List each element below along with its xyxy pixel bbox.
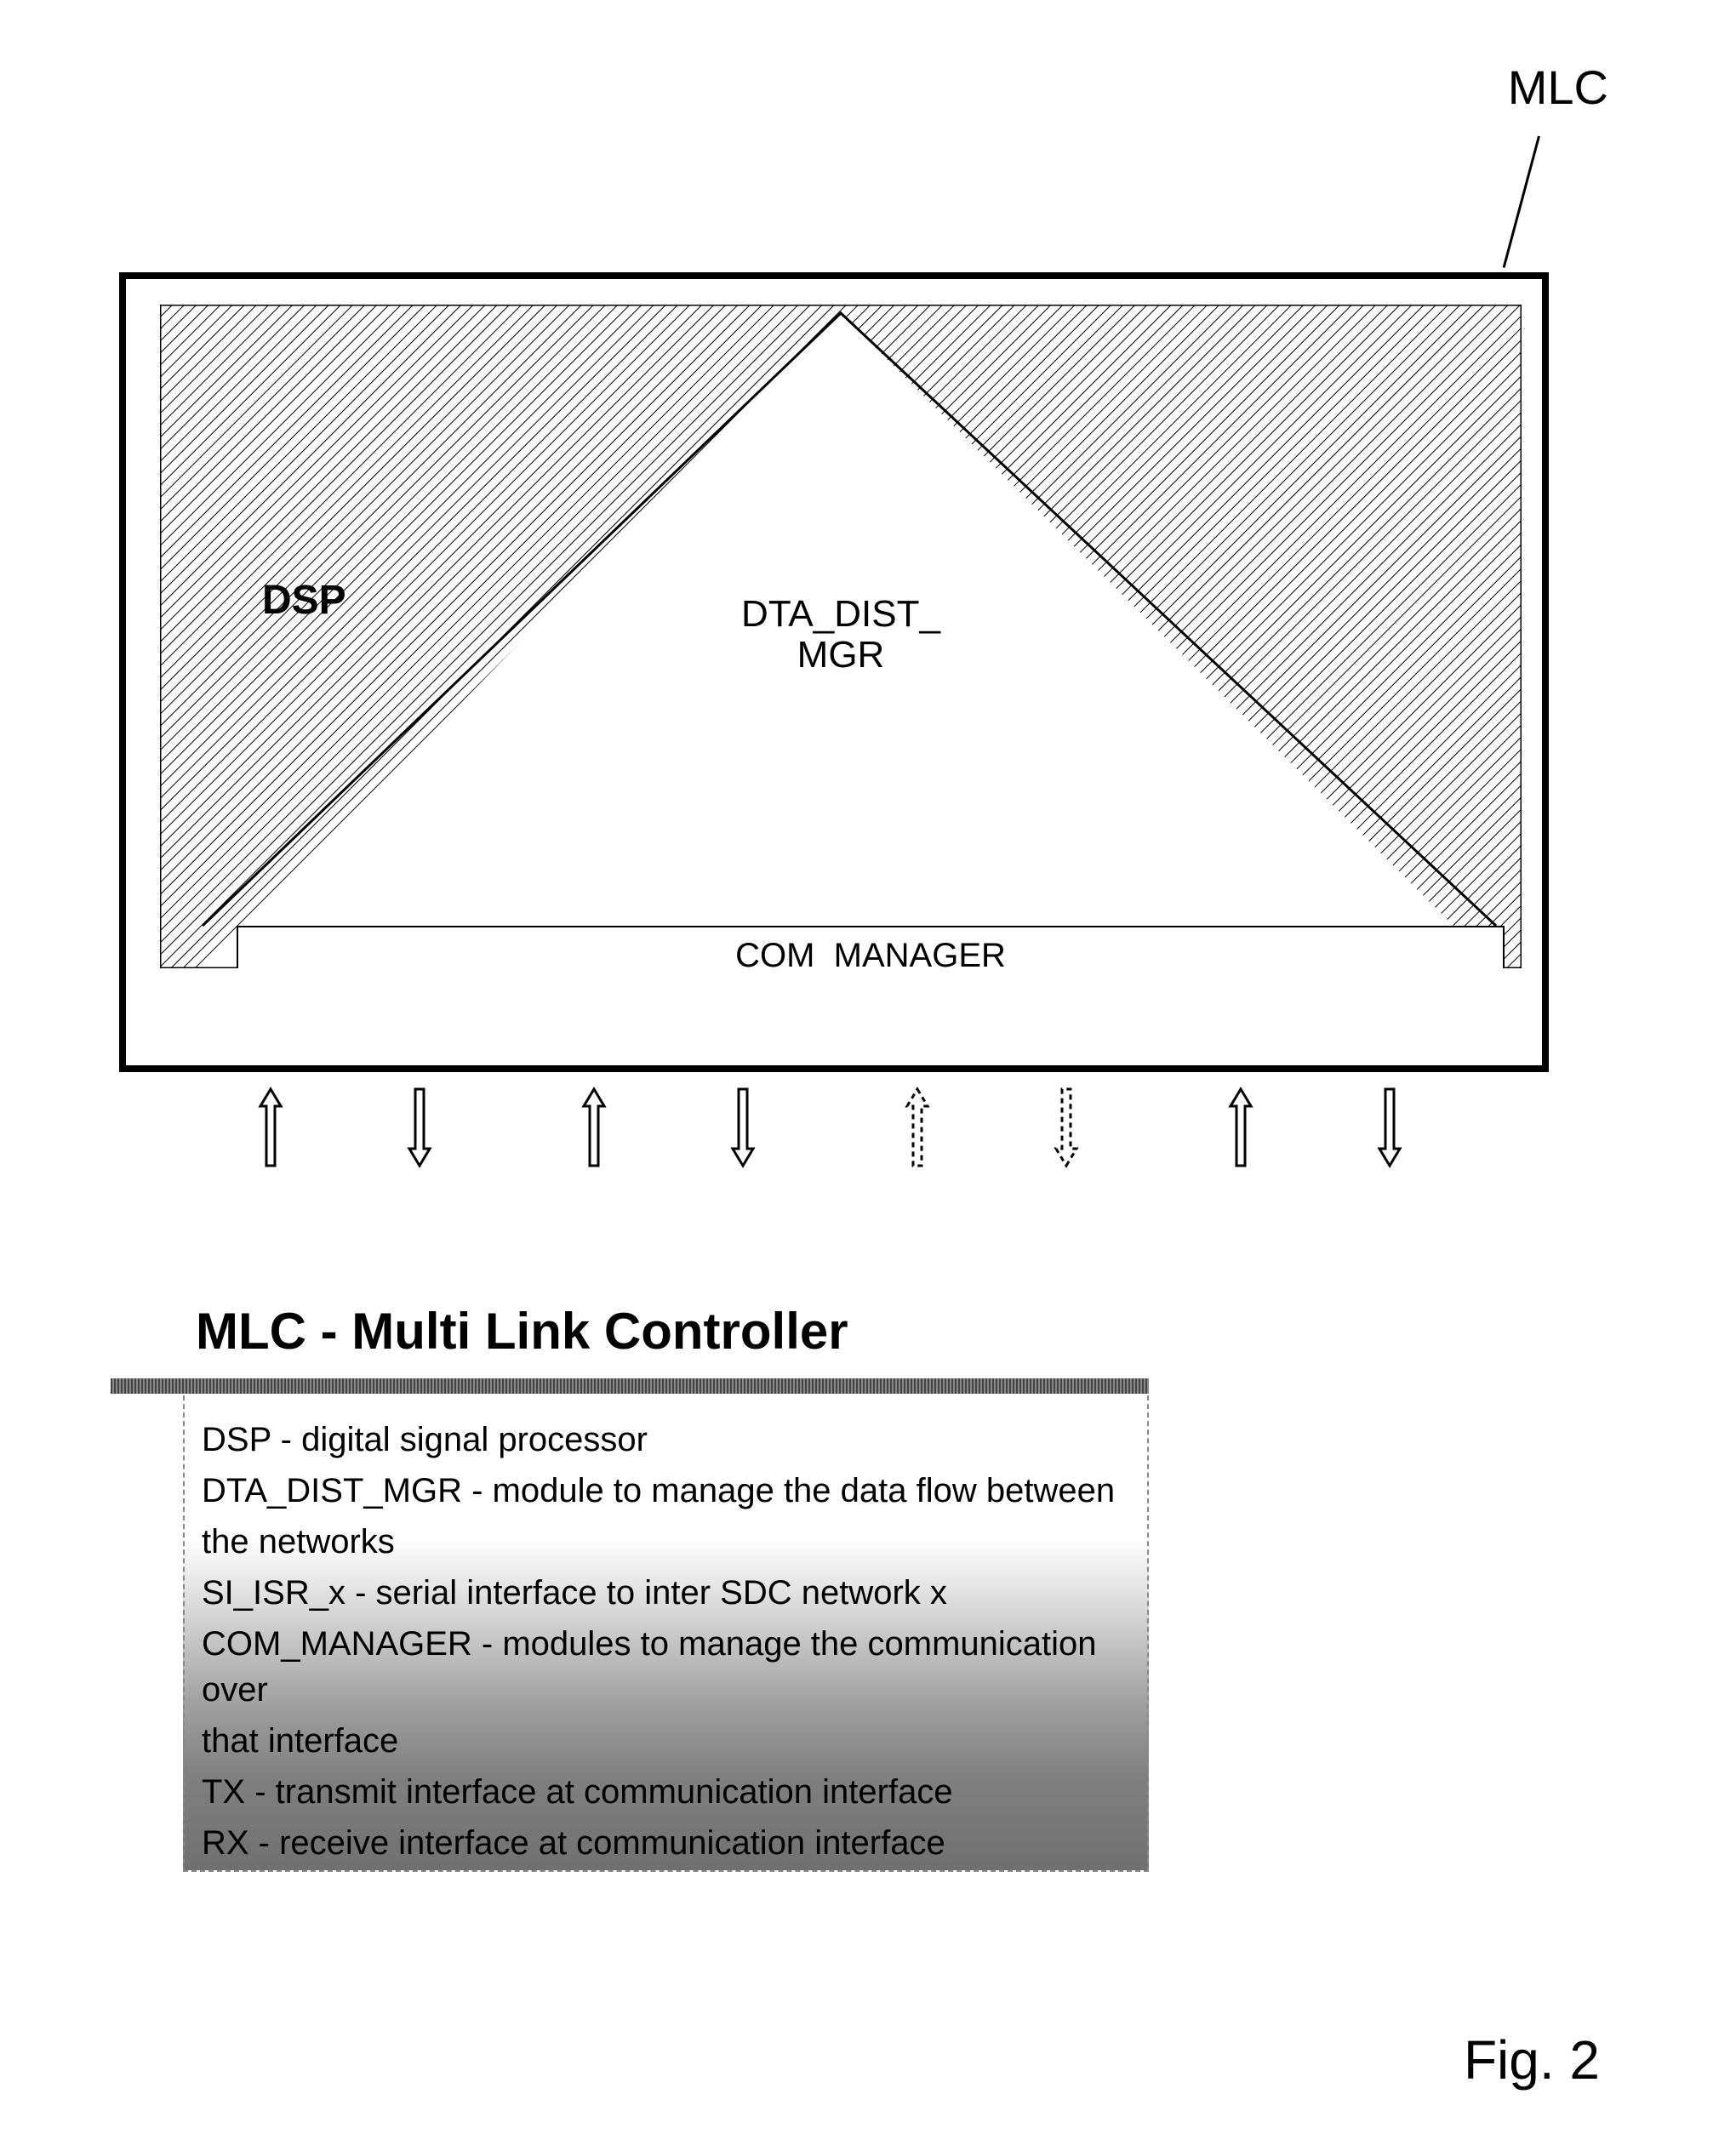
arrow-up-icon	[899, 1081, 936, 1174]
figure-label: Fig. 2	[1464, 2028, 1600, 2091]
arrow-slot	[1166, 1081, 1315, 1183]
arrow-up-icon	[252, 1081, 289, 1174]
mlc-top-label: MLC	[1508, 60, 1608, 115]
arrow-slot	[345, 1081, 494, 1183]
legend-line: RX - receive interface at communication …	[202, 1820, 1130, 1866]
arrow-down-icon	[1371, 1081, 1408, 1174]
arrow-slot	[842, 1081, 991, 1183]
com-manager-bar: COM_MANAGER	[237, 926, 1505, 968]
arrow-slot	[1315, 1081, 1464, 1183]
arrow-slot	[668, 1081, 817, 1183]
mlc-pointer-line	[1503, 136, 1540, 268]
arrow-down-icon	[401, 1081, 438, 1174]
dsp-label: DSP	[262, 577, 346, 624]
arrow-slot	[519, 1081, 668, 1183]
arrow-down-icon	[1048, 1081, 1085, 1174]
arrow-up-icon	[1222, 1081, 1259, 1174]
mlc-outer-frame: DSP DTA_DIST_MGR COM_MANAGER SI_ISR_1SI_…	[119, 272, 1549, 1072]
legend-line: DSP - digital signal processor	[202, 1417, 1130, 1463]
dsp-hatched-region: DSP DTA_DIST_MGR COM_MANAGER SI_ISR_1SI_…	[160, 305, 1522, 968]
legend-line: DTA_DIST_MGR - module to manage the data…	[202, 1468, 1130, 1514]
legend-line: SI_ISR_x - serial interface to inter SDC…	[202, 1570, 1130, 1616]
dta-dist-mgr-label: DTA_DIST_MGR	[741, 594, 940, 676]
arrow-down-icon	[724, 1081, 762, 1174]
arrow-gap	[494, 1081, 519, 1183]
legend-title: MLC - Multi Link Controller	[196, 1302, 848, 1361]
arrow-gap	[1140, 1081, 1166, 1183]
arrow-slot	[991, 1081, 1140, 1183]
legend-line: the networks	[202, 1519, 1130, 1565]
legend-line: that interface	[202, 1718, 1130, 1764]
legend-divider	[111, 1378, 1149, 1394]
legend-line: COM_MANAGER - modules to manage the comm…	[202, 1621, 1130, 1713]
legend-box: DSP - digital signal processor DTA_DIST_M…	[183, 1395, 1149, 1872]
arrow-up-icon	[575, 1081, 613, 1174]
legend-line: TX - transmit interface at communication…	[202, 1769, 1130, 1815]
arrows-row	[196, 1081, 1464, 1183]
arrow-slot	[196, 1081, 345, 1183]
arrow-gap	[817, 1081, 842, 1183]
